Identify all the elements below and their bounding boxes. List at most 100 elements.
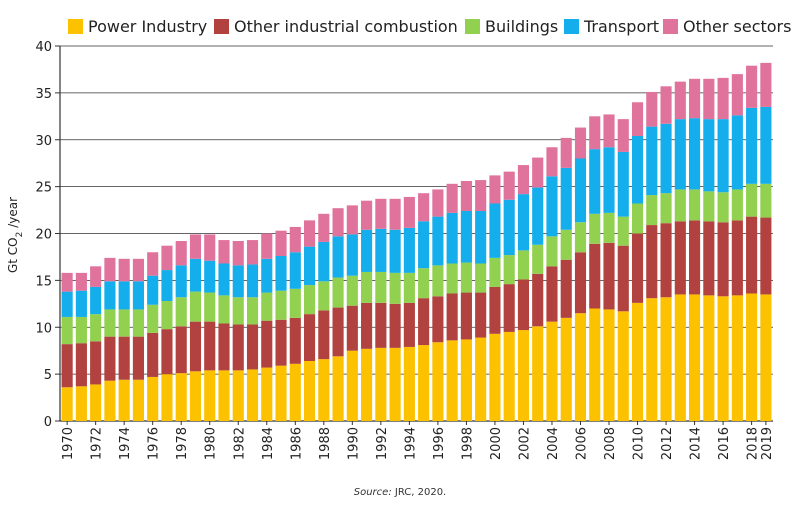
bar-segment <box>389 347 401 421</box>
bar-segment <box>532 244 544 274</box>
bar-segment <box>332 236 344 278</box>
bar-segment <box>75 290 87 317</box>
bar-segment <box>204 260 216 293</box>
bar-segment <box>161 329 173 375</box>
bar-segment <box>660 193 672 224</box>
bar-segment <box>489 257 501 287</box>
bar-segment <box>75 343 87 387</box>
x-tick-label: 1998 <box>460 427 475 460</box>
bar-segment <box>61 344 73 388</box>
bar-segment <box>731 74 743 116</box>
bar-segment <box>603 212 615 243</box>
bar-segment <box>674 81 686 120</box>
bar-segment <box>175 297 187 327</box>
bar-segment <box>432 265 444 297</box>
bar-segment <box>517 250 530 280</box>
bar-segment <box>589 308 601 421</box>
bar-segment <box>261 258 273 293</box>
bar-segment <box>418 298 430 346</box>
bar-segment <box>75 316 87 344</box>
bar-segment <box>261 233 273 259</box>
bar-segment <box>689 189 701 221</box>
bar-segment <box>318 281 330 311</box>
bar-segment <box>232 265 244 298</box>
bar-segment <box>361 348 373 421</box>
bar-segment <box>389 303 401 348</box>
bar-segment <box>403 196 415 228</box>
bar-segment <box>646 126 658 196</box>
bar-segment <box>617 245 629 312</box>
bar-segment <box>90 384 102 421</box>
bar-segment <box>403 302 415 347</box>
bar-segment <box>574 252 587 314</box>
bar-segment <box>90 266 102 287</box>
x-tick-label: 2006 <box>574 427 589 460</box>
bar-segment <box>574 313 587 421</box>
x-tick-label: 1980 <box>204 427 219 460</box>
bar-segment <box>489 286 501 334</box>
x-tick-label: 1978 <box>175 427 190 460</box>
x-tick-label: 1970 <box>61 427 76 460</box>
x-tick-label: 1972 <box>90 427 105 460</box>
bar-segment <box>289 363 301 421</box>
bars <box>61 62 772 421</box>
bar-segment <box>189 258 202 292</box>
bar-segment <box>446 183 458 213</box>
bar-segment <box>746 216 758 294</box>
bar-segment <box>674 221 686 295</box>
bar-segment <box>361 302 373 349</box>
bar-segment <box>446 293 458 341</box>
bar-segment <box>517 165 530 195</box>
bar-segment <box>475 337 487 421</box>
bar-segment <box>603 309 615 421</box>
bar-segment <box>375 271 387 303</box>
bar-segment <box>303 220 316 247</box>
x-tick-label: 2019 <box>760 427 775 460</box>
bar-segment <box>460 262 472 293</box>
bar-segment <box>617 151 629 217</box>
bar-segment <box>674 119 686 190</box>
bar-segment <box>418 345 430 421</box>
bar-segment <box>631 102 644 136</box>
bar-segment <box>660 123 672 194</box>
bar-segment <box>375 198 387 229</box>
bar-segment <box>703 295 715 421</box>
x-tick-label: 1986 <box>289 427 304 460</box>
bar-segment <box>175 241 187 266</box>
bar-segment <box>731 295 743 421</box>
x-tick-label: 1982 <box>232 427 247 460</box>
bar-segment <box>118 281 130 310</box>
bar-segment <box>204 370 216 421</box>
bar-segment <box>418 268 430 299</box>
bar-segment <box>104 336 116 381</box>
bar-segment <box>646 91 658 127</box>
bar-segment <box>232 241 244 266</box>
bar-segment <box>332 277 344 308</box>
bar-segment <box>389 272 401 304</box>
bar-segment <box>489 175 501 204</box>
bar-segment <box>346 305 358 351</box>
bar-segment <box>218 263 230 296</box>
bar-segment <box>475 263 487 293</box>
bar-segment <box>318 310 330 360</box>
bar-segment <box>560 167 572 230</box>
bar-segment <box>189 371 202 421</box>
bar-segment <box>460 211 472 263</box>
y-tick-label: 25 <box>35 181 52 196</box>
bar-segment <box>289 317 301 364</box>
bar-segment <box>689 294 701 421</box>
bar-segment <box>760 106 772 184</box>
bar-segment <box>104 309 116 337</box>
bar-segment <box>631 203 644 234</box>
bar-segment <box>189 321 202 372</box>
bar-segment <box>446 263 458 294</box>
bar-segment <box>475 292 487 338</box>
bar-segment <box>303 361 316 421</box>
y-tick-labels: 0 5 10 15 20 25 30 35 40 <box>35 40 52 430</box>
legend-swatch <box>564 19 579 34</box>
bar-segment <box>589 243 601 309</box>
bar-segment <box>147 376 159 421</box>
bar-segment <box>61 272 73 292</box>
x-tick-label: 1988 <box>318 427 333 460</box>
bar-segment <box>731 115 743 190</box>
